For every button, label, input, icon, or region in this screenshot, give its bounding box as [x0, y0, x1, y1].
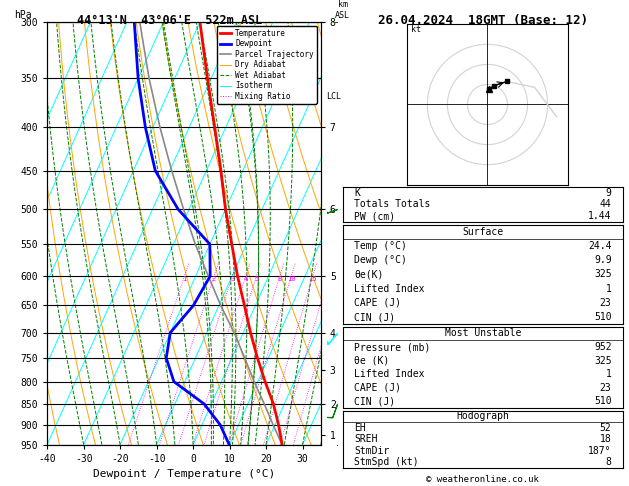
Text: 3: 3: [230, 276, 235, 282]
Text: EH: EH: [354, 423, 365, 433]
Text: CAPE (J): CAPE (J): [354, 383, 401, 393]
Text: 9.9: 9.9: [594, 255, 611, 265]
Text: 5: 5: [254, 276, 259, 282]
Text: θe(K): θe(K): [354, 269, 384, 279]
Text: Dewp (°C): Dewp (°C): [354, 255, 407, 265]
Legend: Temperature, Dewpoint, Parcel Trajectory, Dry Adiabat, Wet Adiabat, Isotherm, Mi: Temperature, Dewpoint, Parcel Trajectory…: [217, 26, 317, 104]
Text: Lifted Index: Lifted Index: [354, 369, 425, 379]
Text: 1.44: 1.44: [588, 211, 611, 221]
Text: 23: 23: [600, 298, 611, 308]
Text: 1: 1: [182, 276, 187, 282]
Text: hPa: hPa: [14, 10, 32, 20]
Text: 15: 15: [308, 276, 317, 282]
Text: 8: 8: [277, 276, 282, 282]
Text: 26.04.2024  18GMT (Base: 12): 26.04.2024 18GMT (Base: 12): [378, 14, 587, 27]
Text: 52: 52: [600, 423, 611, 433]
Text: Lifted Index: Lifted Index: [354, 283, 425, 294]
Text: K: K: [354, 188, 360, 197]
Text: PW (cm): PW (cm): [354, 211, 395, 221]
Text: StmDir: StmDir: [354, 446, 389, 456]
Text: Hodograph: Hodograph: [456, 412, 509, 421]
Text: CIN (J): CIN (J): [354, 397, 395, 406]
Text: 4: 4: [243, 276, 248, 282]
Text: © weatheronline.co.uk: © weatheronline.co.uk: [426, 474, 539, 484]
Text: Totals Totals: Totals Totals: [354, 199, 430, 209]
Text: Pressure (mb): Pressure (mb): [354, 342, 430, 352]
Text: 23: 23: [600, 383, 611, 393]
Text: StmSpd (kt): StmSpd (kt): [354, 457, 419, 467]
Text: 44: 44: [600, 199, 611, 209]
Text: 325: 325: [594, 356, 611, 365]
Text: 9: 9: [606, 188, 611, 197]
Text: 2: 2: [212, 276, 216, 282]
Text: kt: kt: [411, 25, 421, 35]
Text: 325: 325: [594, 269, 611, 279]
Text: CAPE (J): CAPE (J): [354, 298, 401, 308]
Text: 510: 510: [594, 397, 611, 406]
Text: 952: 952: [594, 342, 611, 352]
Text: CIN (J): CIN (J): [354, 312, 395, 322]
X-axis label: Dewpoint / Temperature (°C): Dewpoint / Temperature (°C): [93, 469, 275, 479]
Text: θe (K): θe (K): [354, 356, 389, 365]
Text: 8: 8: [606, 457, 611, 467]
Text: km
ASL: km ASL: [335, 0, 350, 20]
Text: 24.4: 24.4: [588, 241, 611, 251]
Text: SREH: SREH: [354, 434, 377, 444]
Text: 18: 18: [600, 434, 611, 444]
Text: Surface: Surface: [462, 226, 503, 237]
Text: LCL: LCL: [326, 92, 342, 101]
Text: 1: 1: [606, 369, 611, 379]
Text: 44°13'N  43°06'E  522m ASL: 44°13'N 43°06'E 522m ASL: [77, 14, 262, 27]
Text: 10: 10: [287, 276, 296, 282]
Text: Temp (°C): Temp (°C): [354, 241, 407, 251]
Text: 187°: 187°: [588, 446, 611, 456]
Text: Most Unstable: Most Unstable: [445, 329, 521, 338]
Text: 510: 510: [594, 312, 611, 322]
Text: 1: 1: [606, 283, 611, 294]
